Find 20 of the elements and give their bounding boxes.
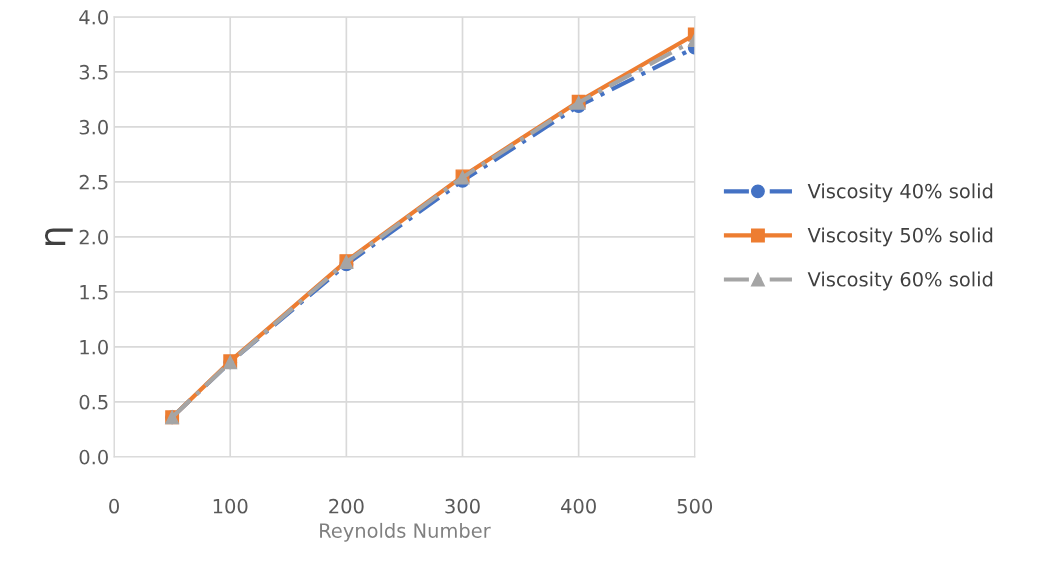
y-tick-label: 0.0	[79, 449, 108, 465]
y-tick-label: 0.5	[79, 394, 108, 410]
legend-label: Viscosity 50% solid	[807, 227, 993, 247]
y-tick-label: 1.5	[80, 285, 108, 300]
y-tick-label: 1.0	[80, 339, 108, 355]
y-tick-label: 3.5	[79, 64, 108, 80]
y-tick-label: 4.0	[79, 9, 108, 25]
x-tick-label: 100	[213, 498, 248, 514]
y-tick-label: 2.5	[79, 174, 108, 190]
legend-label: Viscosity 40% solid	[807, 183, 993, 203]
x-tick-label: 400	[561, 498, 596, 514]
y-tick-label: 2.0	[79, 229, 108, 245]
y-axis-title: η	[45, 228, 73, 246]
x-tick-label: 300	[445, 498, 480, 514]
x-tick-label: 500	[677, 498, 713, 514]
y-tick-label: 3.0	[79, 119, 108, 135]
legend-label: Viscosity 60% solid	[807, 271, 993, 291]
x-tick-label: 200	[329, 498, 364, 514]
x-axis-title: Reynolds Number	[320, 522, 491, 542]
x-tick-label: 0	[109, 498, 119, 514]
